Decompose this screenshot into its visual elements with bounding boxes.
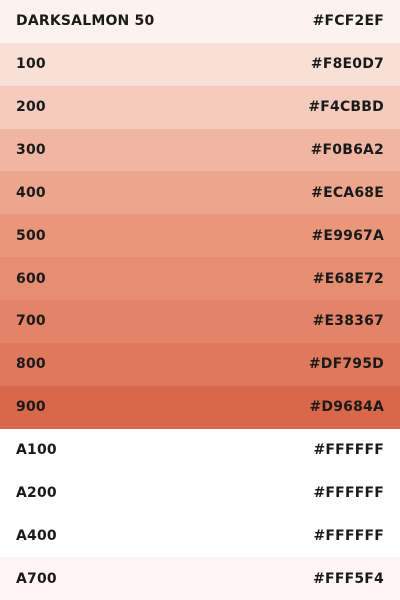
swatch-label: 300: [16, 142, 46, 158]
swatch-500[interactable]: 500 #E9967A: [0, 214, 400, 258]
swatch-hex: #FFF5F4: [313, 570, 384, 587]
swatch-label: 400: [16, 184, 46, 201]
swatch-hex: #ECA68E: [311, 184, 384, 201]
swatch-50[interactable]: DARKSALMON 50 #FCF2EF: [0, 0, 400, 43]
swatch-600[interactable]: 600 #E68E72: [0, 257, 400, 301]
swatch-700[interactable]: 700 #E38367: [0, 300, 400, 343]
swatch-hex: #E68E72: [312, 270, 384, 287]
swatch-100[interactable]: 100 #F8E0D7: [0, 42, 400, 86]
swatch-label: DARKSALMON 50: [16, 13, 155, 30]
swatch-hex: #D9684A: [309, 399, 384, 416]
swatch-label: 800: [16, 356, 46, 373]
swatch-hex: #FFFFFF: [313, 442, 384, 459]
swatch-hex: #E9967A: [311, 227, 384, 244]
swatch-a400[interactable]: A400 #FFFFFF: [0, 514, 400, 558]
swatch-300[interactable]: 300 #F0B6A2: [0, 128, 400, 172]
swatch-label: 500: [16, 227, 46, 244]
swatch-900[interactable]: 900 #D9684A: [0, 385, 400, 429]
swatch-label: 900: [16, 399, 46, 416]
swatch-hex: #F0B6A2: [310, 142, 384, 158]
swatch-label: 200: [16, 99, 46, 116]
swatch-label: A700: [16, 570, 57, 587]
swatch-label: A200: [16, 484, 57, 501]
swatch-400[interactable]: 400 #ECA68E: [0, 171, 400, 215]
swatch-hex: #DF795D: [308, 356, 384, 373]
swatch-a100[interactable]: A100 #FFFFFF: [0, 428, 400, 472]
swatch-label: A100: [16, 442, 57, 459]
swatch-800[interactable]: 800 #DF795D: [0, 342, 400, 386]
swatch-a700[interactable]: A700 #FFF5F4: [0, 557, 400, 600]
swatch-hex: #F8E0D7: [310, 56, 384, 73]
swatch-hex: #E38367: [312, 313, 384, 330]
swatch-label: 700: [16, 313, 46, 330]
swatch-hex: #FCF2EF: [312, 13, 384, 30]
swatch-hex: #F4CBBD: [308, 99, 384, 116]
swatch-label: A400: [16, 527, 57, 544]
swatch-hex: #FFFFFF: [313, 527, 384, 544]
swatch-label: 600: [16, 270, 46, 287]
swatch-hex: #FFFFFF: [313, 484, 384, 501]
swatch-a200[interactable]: A200 #FFFFFF: [0, 471, 400, 515]
swatch-200[interactable]: 200 #F4CBBD: [0, 85, 400, 129]
swatch-label: 100: [16, 56, 46, 73]
